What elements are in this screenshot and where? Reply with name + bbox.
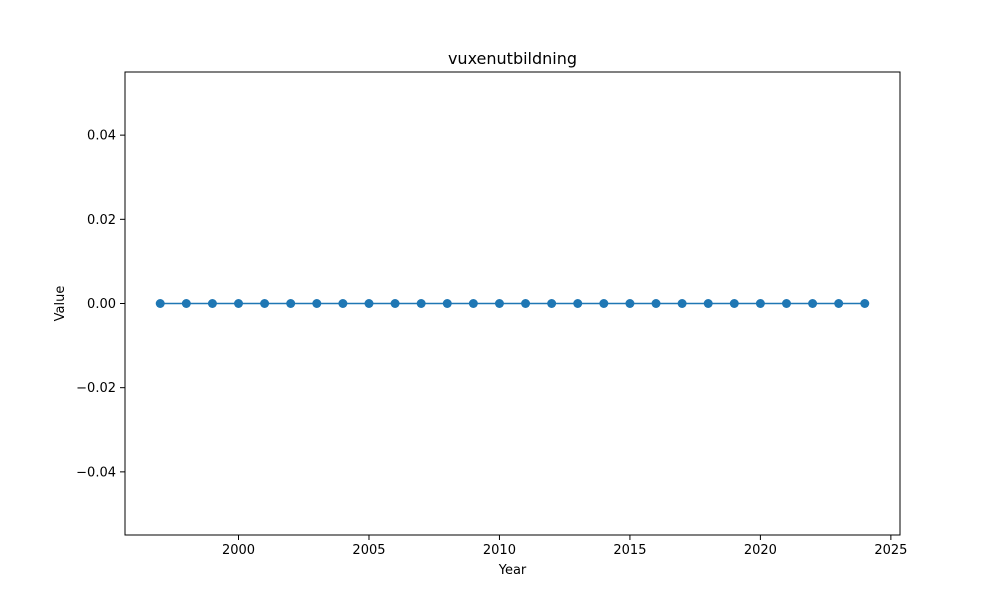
data-point: [207, 299, 217, 308]
y-axis-label: Value: [53, 286, 68, 322]
y-tick-label: 0.02: [87, 213, 116, 228]
data-point: [521, 299, 531, 308]
data-point: [599, 299, 609, 308]
y-tick-label: 0.04: [87, 129, 116, 144]
data-point: [338, 299, 348, 308]
y-axis: −0.04 −0.02 0.00 0.02 0.04: [76, 129, 125, 480]
data-point: [442, 299, 452, 308]
data-point: [364, 299, 374, 308]
x-axis-label: Year: [498, 563, 527, 578]
x-tick-label: 2020: [744, 543, 777, 558]
data-point: [677, 299, 687, 308]
data-point: [155, 299, 165, 308]
y-tick-label: −0.02: [76, 381, 116, 396]
data-point: [729, 299, 739, 308]
data-point: [286, 299, 296, 308]
y-tick-label: −0.04: [76, 465, 116, 480]
data-point: [390, 299, 400, 308]
data-point: [781, 299, 791, 308]
data-point: [703, 299, 713, 308]
data-point: [834, 299, 844, 308]
x-tick-label: 2025: [874, 543, 907, 558]
x-tick-label: 2015: [613, 543, 646, 558]
data-point: [651, 299, 661, 308]
data-point: [312, 299, 322, 308]
data-point: [260, 299, 270, 308]
series-layer: [155, 299, 870, 308]
x-tick-label: 2005: [352, 543, 385, 558]
y-tick-label: 0.00: [87, 297, 116, 312]
x-tick-label: 2010: [483, 543, 516, 558]
data-point: [860, 299, 870, 308]
data-point: [416, 299, 426, 308]
chart-title: vuxenutbildning: [448, 49, 577, 68]
data-point: [808, 299, 818, 308]
data-point: [234, 299, 244, 308]
data-point: [468, 299, 478, 308]
x-axis: 2000 2005 2010 2015 2020 2025: [222, 535, 907, 558]
data-point: [181, 299, 191, 308]
data-point: [573, 299, 583, 308]
data-point: [625, 299, 635, 308]
x-tick-label: 2000: [222, 543, 255, 558]
data-point: [494, 299, 504, 308]
data-point: [547, 299, 557, 308]
data-point: [755, 299, 765, 308]
